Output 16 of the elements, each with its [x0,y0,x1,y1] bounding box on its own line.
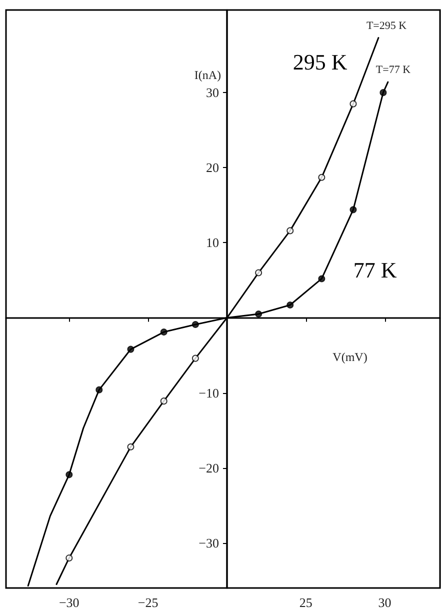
y-tick-label: −20 [198,460,219,476]
x-tick-label: 30 [378,595,392,609]
x-tick-label: −25 [138,595,158,609]
y-tick-label: 30 [206,85,219,100]
x-axis-title: V(mV) [332,350,368,364]
annotation: 77 K [353,258,397,282]
annotation: 295 K [292,50,348,74]
x-tick-label: 25 [299,595,312,609]
series-label: T=295 K [366,20,407,32]
y-tick-label: 20 [206,160,219,176]
y-tick-label: −30 [198,535,219,550]
series-label: T=77 K [376,64,411,76]
y-axis-title: I(nA) [194,68,221,82]
y-tick-label: −10 [198,385,219,400]
y-tick-label: 10 [206,235,219,250]
x-tick-label: −30 [58,595,80,609]
